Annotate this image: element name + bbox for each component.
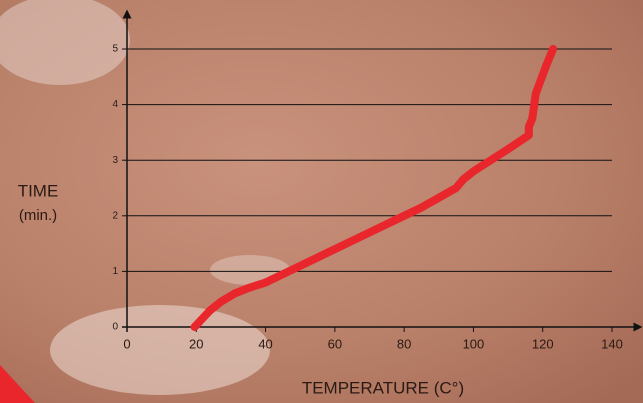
x-tick-label: 0 (123, 336, 130, 351)
chart: TIME (min.) TEMPERATURE (C°) 0 1 2 3 4 5 0 20 40… (0, 0, 643, 403)
y-tick-label: 3 (112, 155, 118, 166)
y-tick-label: 2 (112, 210, 118, 221)
x-tick-label: 120 (532, 336, 554, 351)
x-tick-label: 40 (258, 336, 272, 351)
x-tick-label: 80 (397, 336, 411, 351)
x-tick-label: 100 (463, 336, 485, 351)
x-tick-label: 60 (328, 336, 342, 351)
x-tick-label: 20 (189, 336, 203, 351)
x-label: TEMPERATURE (C°) (302, 378, 464, 397)
y-label-unit: (min.) (19, 207, 57, 224)
y-tick-label: 5 (112, 44, 118, 55)
y-tick-label: 4 (112, 99, 118, 110)
y-label: TIME (18, 181, 59, 200)
y-tick-label: 1 (112, 266, 118, 277)
y-tick-label: 0 (112, 322, 118, 333)
x-tick-label: 140 (601, 336, 623, 351)
texture (50, 305, 270, 395)
